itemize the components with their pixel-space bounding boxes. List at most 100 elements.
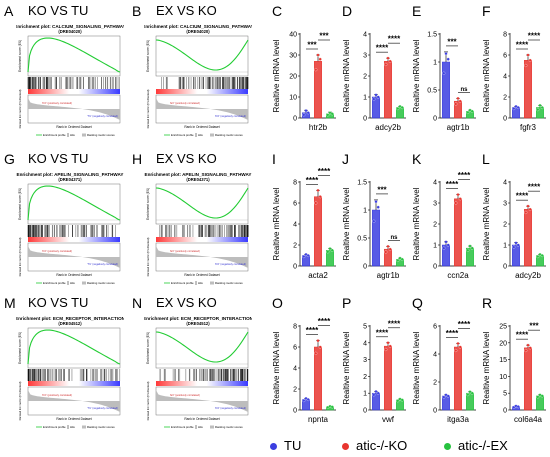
- sig-label: ****: [516, 192, 529, 201]
- enrichment-curve: [155, 39, 249, 71]
- y-tick-label: 20: [499, 340, 507, 347]
- data-point: [456, 193, 460, 197]
- gsea-plot-title: Enrichment plot: ECM_RECEPTOR_INTERACTIO…: [16, 316, 124, 321]
- y-tick-label: 30: [289, 53, 297, 60]
- y-tick-label: 0: [293, 116, 297, 123]
- data-point: [330, 248, 334, 252]
- es-frame: [155, 183, 249, 225]
- y-tick-label: 0: [503, 264, 507, 271]
- data-point: [384, 62, 388, 66]
- sig-label: ***: [447, 37, 457, 46]
- sig-label: ****: [306, 176, 319, 185]
- data-point: [304, 109, 308, 113]
- neg-corr-label: 'TU' (negatively correlated): [87, 406, 118, 410]
- y-tick-label: 25: [499, 324, 507, 331]
- data-point: [442, 71, 446, 75]
- gene-label: fgfr3: [520, 123, 537, 132]
- data-point: [456, 341, 460, 346]
- gsea-panel-g: G KO VS TU Enrichment plot: APELIN_SIGNALI…: [0, 148, 126, 294]
- bar-panel-f: F Realtive mRNA level 0 2 4 6 8 **** **** fgfr3: [480, 0, 550, 146]
- data-point: [538, 103, 542, 107]
- footer-profile-label: Enrichment profile: [171, 425, 194, 429]
- data-point: [514, 241, 518, 245]
- data-point: [314, 351, 318, 355]
- enrichment-curve: [155, 331, 249, 363]
- data-point: [470, 391, 474, 395]
- bar-panel-c: C Realtive mRNA level 0 10 20 30 40 *** *** htr2b: [270, 0, 340, 146]
- footer-profile-label: Enrichment profile: [43, 133, 66, 137]
- panel-letter: P: [342, 295, 352, 311]
- bar-chart: Realtive mRNA level 0 0.5 1 1.5 *** ns agtr1b: [412, 32, 476, 132]
- metric-area: [28, 246, 120, 268]
- bar-chart: Realtive mRNA level 0 5 10 15 20 25 ******* col6…: [482, 322, 546, 424]
- y-tick-label: 0: [503, 408, 507, 415]
- metric-ylabel: Ranked list metric (PreRanked): [146, 238, 150, 277]
- footer-profile-label: Enrichment profile: [171, 133, 194, 137]
- data-point: [376, 391, 380, 395]
- y-axis-label: Realtive mRNA level: [482, 331, 491, 404]
- gsea-heading: KO VS TU: [28, 151, 89, 166]
- metric-area: [28, 98, 120, 120]
- metric-area: [156, 390, 248, 412]
- y-tick-label: 2: [293, 243, 297, 250]
- data-point: [468, 390, 472, 394]
- y-tick-label: 6: [503, 53, 507, 60]
- data-point: [330, 112, 334, 116]
- metric-ylabel: Ranked list metric (PreRanked): [18, 382, 22, 421]
- data-point: [314, 201, 318, 205]
- data-point: [512, 245, 516, 249]
- sig-label: ****: [376, 328, 389, 337]
- data-point: [316, 188, 320, 192]
- data-point: [466, 110, 470, 114]
- y-tick-label: 4: [293, 222, 297, 229]
- y-tick-label: 1: [363, 95, 367, 102]
- enrichment-curve: [27, 37, 121, 73]
- pos-corr-label: 'EX' (positively correlated): [170, 101, 200, 105]
- y-tick-label: 0: [433, 408, 437, 415]
- neg-corr-label: 'KO' (negatively correlated): [215, 114, 246, 118]
- rank-heatmap: [28, 237, 120, 242]
- gene-hits: [159, 225, 249, 237]
- bar-chart: Realtive mRNA level 0 1 2 3 4 5 ******** vwf: [342, 319, 406, 424]
- metric-ylabel: Ranked list metric (PreRanked): [18, 90, 22, 129]
- y-tick-label: 4: [363, 340, 367, 347]
- data-point: [302, 399, 306, 403]
- gsea-plot: Enrichment plot: ECM_RECEPTOR_INTERACTIO…: [16, 316, 124, 429]
- bar-chart: Realtive mRNA level 0 2 4 6 8 ******** fgfr3: [482, 32, 546, 132]
- y-tick-label: 8: [293, 180, 297, 187]
- gsea-panel-m: M KO VS TU Enrichment plot: ECM_RECEPTOR_I…: [0, 292, 126, 438]
- y-tick-label: 2: [503, 95, 507, 102]
- pos-corr-label: 'EX' (positively correlated): [170, 393, 200, 397]
- data-point: [372, 219, 376, 223]
- data-point: [318, 195, 322, 199]
- data-point: [528, 58, 532, 62]
- es-frame: [155, 327, 249, 369]
- data-point: [454, 201, 458, 205]
- metric-ylabel: Ranked list metric (PreRanked): [146, 382, 150, 421]
- bar-chart: Realtive mRNA level 0 2 4 6 8 ******** npnta: [272, 317, 336, 424]
- data-point: [540, 394, 544, 398]
- data-point: [396, 107, 400, 111]
- footer-metric-swatch: [210, 133, 214, 137]
- y-tick-label: 0: [293, 264, 297, 271]
- es-ylabel: Enrichment score (ES): [18, 188, 22, 220]
- bar-chart: Realtive mRNA level 0 2 4 6 8 ******** acta2: [272, 167, 336, 280]
- bar-panel-l: L Realtive mRNA level 0 1 2 3 4 **** **** adcy2b: [480, 148, 550, 294]
- data-point: [388, 59, 392, 63]
- bar-panel-p: P Realtive mRNA level 0 1 2 3 4 5 **** **** vwf: [340, 292, 410, 438]
- y-axis-label: Realtive mRNA level: [272, 187, 281, 260]
- neg-corr-label: 'TU' (negatively correlated): [87, 262, 118, 266]
- es-ylabel: Enrichment score (ES): [18, 40, 22, 72]
- sig-label: ****: [528, 32, 541, 41]
- y-tick-label: 0: [363, 408, 367, 415]
- gsea-heading: EX VS KO: [156, 151, 217, 166]
- gsea-panel-h: H EX VS KO Enrichment plot: APELIN_SIGNALI…: [128, 148, 254, 294]
- y-tick-label: 2: [293, 387, 297, 394]
- gsea-plot: Enrichment plot: CALCIUM_SIGNALING_PATHW…: [16, 24, 124, 137]
- y-tick-label: 1: [503, 243, 507, 250]
- sig-label: ***: [319, 32, 329, 41]
- y-tick-label: 3: [363, 53, 367, 60]
- data-point: [444, 240, 448, 244]
- y-tick-label: 1.5: [427, 32, 437, 39]
- y-tick-label: 6: [293, 201, 297, 208]
